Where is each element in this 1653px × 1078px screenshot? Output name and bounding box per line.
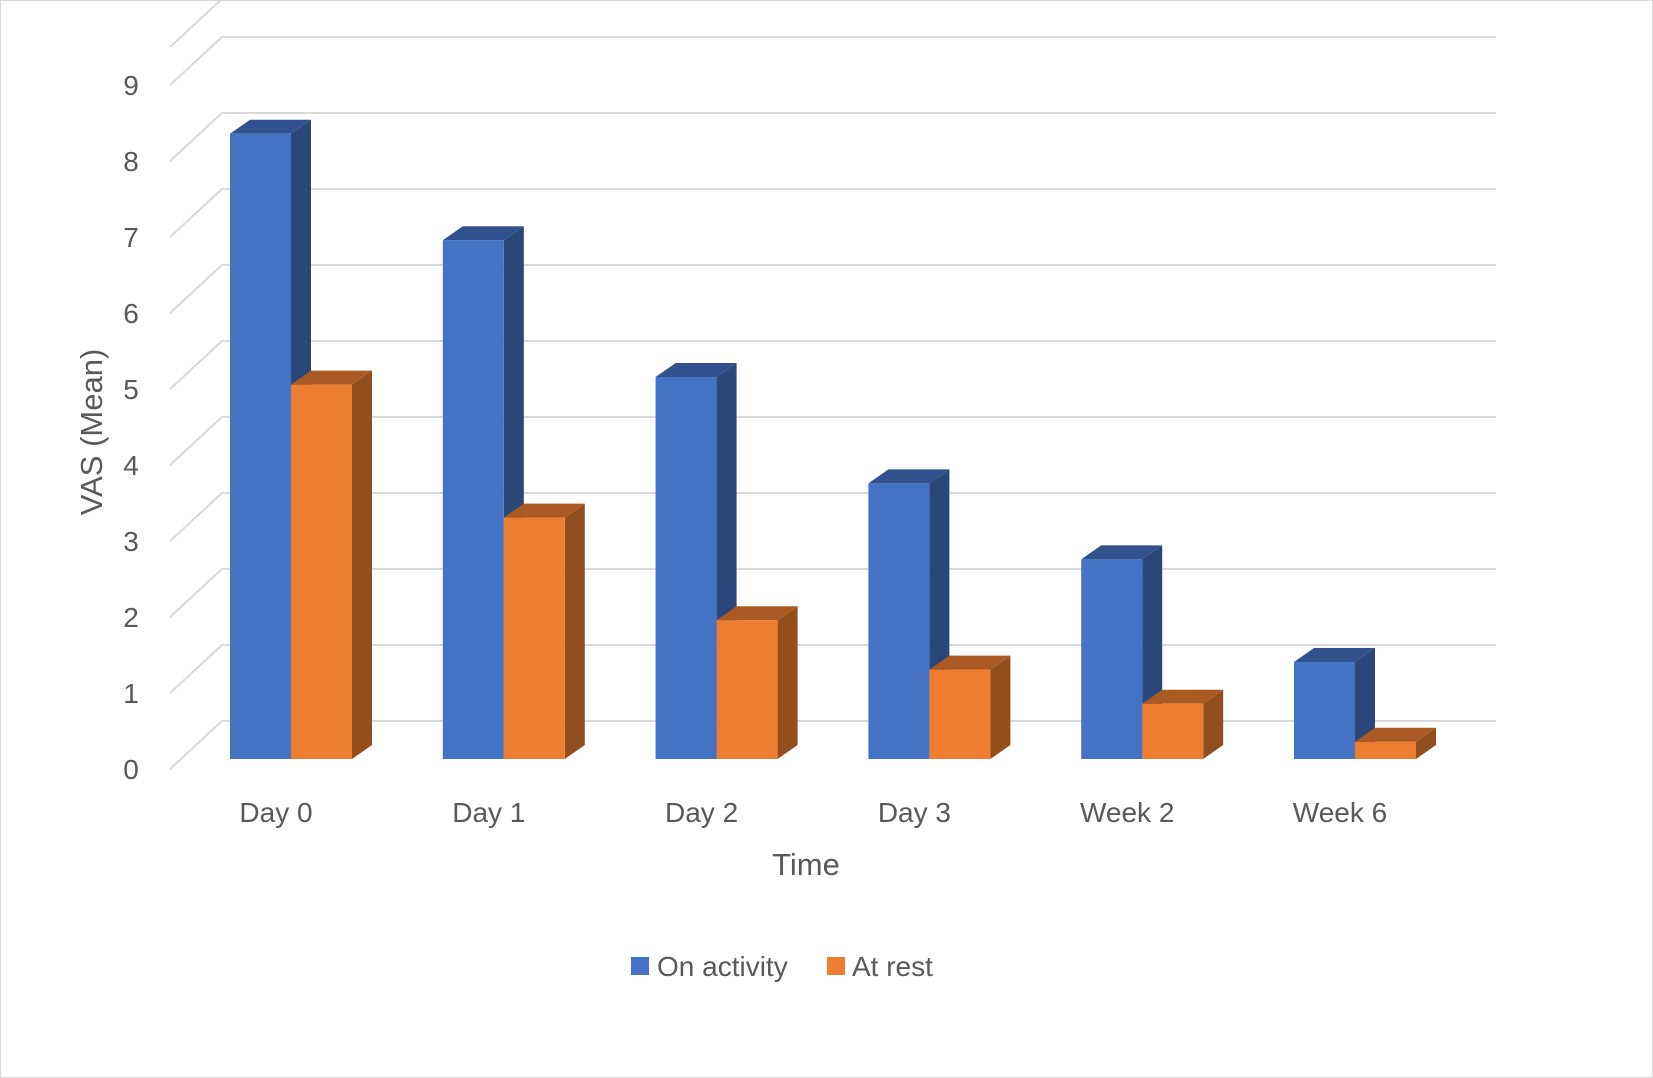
gridline	[169, 188, 1496, 238]
bar-front	[1294, 662, 1355, 759]
bar-side	[1416, 727, 1436, 759]
bar-at-rest	[1355, 727, 1436, 759]
bar-at-rest	[503, 503, 585, 759]
bar-top	[868, 469, 950, 484]
bar-top	[230, 119, 311, 134]
bar-front	[1142, 703, 1204, 759]
x-tick-label: Day 1	[452, 797, 525, 828]
bar-top	[929, 655, 1011, 670]
y-tick-label: 6	[123, 298, 139, 329]
y-tick-label: 0	[123, 754, 139, 785]
bar-on-activity	[442, 226, 524, 759]
bar-top	[1355, 727, 1436, 742]
legend-label: At rest	[852, 951, 933, 982]
y-tick-label: 4	[123, 450, 139, 481]
legend: On activity At rest	[631, 951, 933, 982]
bar-side	[1203, 689, 1224, 759]
gridline-top-spacer	[170, 37, 1496, 85]
bar-front	[655, 377, 717, 759]
bar-on-activity	[1294, 648, 1375, 759]
bar-side	[564, 503, 585, 759]
bar-at-rest	[716, 606, 798, 759]
bar-at-rest	[929, 655, 1011, 759]
y-tick-labels: 0 1 2 3 4 5 6 7 8 9	[123, 70, 139, 785]
y-tick-label: 5	[123, 374, 139, 405]
bar-front	[442, 240, 504, 759]
legend-swatch	[631, 957, 649, 975]
legend-item: At rest	[827, 951, 933, 982]
bar-front	[230, 133, 291, 760]
gridline	[169, 568, 1496, 618]
bar-front	[291, 384, 352, 759]
x-tick-label: Day 3	[878, 797, 951, 828]
legend-swatch	[827, 957, 845, 975]
bar-top	[291, 370, 372, 385]
bar-front	[1355, 741, 1416, 759]
x-tick-labels: Day 0 Day 1 Day 2 Day 3 Week 2 Week 6	[239, 797, 1387, 828]
bars	[230, 119, 1436, 760]
gridline	[169, 720, 1496, 770]
bar-front	[929, 669, 991, 759]
legend-item: On activity	[631, 951, 788, 982]
bar-on-activity	[868, 469, 950, 759]
x-tick-label: Week 2	[1080, 797, 1174, 828]
y-tick-label: 9	[123, 70, 139, 101]
gridlines	[169, 0, 1496, 770]
bar-front	[503, 517, 565, 759]
bar-top	[655, 363, 737, 377]
gridline	[169, 416, 1496, 466]
bar-top	[716, 606, 798, 621]
bar-top	[503, 503, 585, 518]
bar-front	[716, 620, 778, 759]
bar-side	[777, 606, 798, 759]
y-tick-label: 7	[123, 222, 139, 253]
gridline	[169, 492, 1496, 542]
legend-label: On activity	[657, 951, 788, 982]
x-tick-label: Day 0	[239, 797, 312, 828]
bar-side	[990, 655, 1011, 759]
bar-top	[442, 226, 524, 241]
gridline	[169, 36, 1496, 86]
gridline	[169, 340, 1496, 390]
bar-side	[352, 370, 372, 759]
bar-top	[1142, 689, 1224, 704]
bar-front	[1081, 559, 1143, 759]
y-tick-label: 2	[123, 602, 139, 633]
gridline	[169, 112, 1496, 162]
x-axis-title: Time	[772, 847, 840, 882]
gridline	[169, 264, 1496, 314]
gridline	[169, 644, 1496, 694]
bar-front	[868, 483, 930, 759]
bar-top	[1294, 648, 1375, 662]
bar-at-rest	[1142, 689, 1224, 759]
bar-at-rest	[291, 370, 372, 759]
bar-top	[1081, 545, 1163, 560]
y-axis-title: VAS (Mean)	[74, 349, 109, 516]
wall-top-edge	[169, 0, 1496, 48]
y-tick-label: 3	[123, 526, 139, 557]
y-tick-label: 1	[123, 678, 139, 709]
y-tick-label: 8	[123, 146, 139, 177]
x-tick-label: Week 6	[1293, 797, 1387, 828]
bar-side	[1355, 648, 1375, 759]
x-tick-label: Day 2	[665, 797, 738, 828]
